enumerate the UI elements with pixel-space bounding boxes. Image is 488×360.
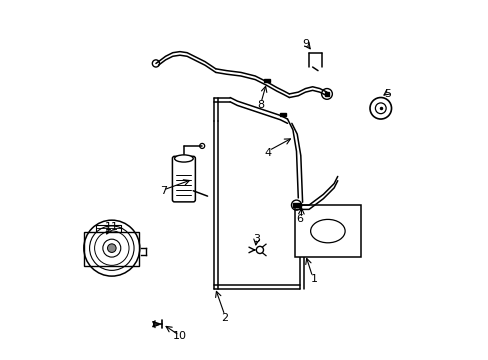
- Text: 9: 9: [301, 39, 308, 49]
- Text: 5: 5: [384, 89, 390, 99]
- Text: 1: 1: [310, 274, 317, 284]
- Text: 8: 8: [257, 100, 264, 110]
- Circle shape: [107, 244, 116, 252]
- Text: 11: 11: [104, 222, 119, 231]
- Circle shape: [102, 239, 121, 257]
- FancyBboxPatch shape: [294, 205, 360, 257]
- Ellipse shape: [310, 219, 345, 243]
- Polygon shape: [292, 203, 300, 207]
- Text: 10: 10: [173, 331, 186, 341]
- Text: 2: 2: [221, 313, 228, 323]
- Polygon shape: [264, 79, 269, 82]
- Polygon shape: [279, 113, 285, 116]
- Polygon shape: [324, 92, 328, 96]
- Text: 6: 6: [296, 215, 303, 224]
- Bar: [83, 232, 139, 266]
- Text: 4: 4: [264, 148, 271, 158]
- Text: 3: 3: [253, 234, 260, 244]
- FancyBboxPatch shape: [172, 156, 195, 202]
- Text: 7: 7: [160, 186, 167, 196]
- Ellipse shape: [174, 155, 193, 162]
